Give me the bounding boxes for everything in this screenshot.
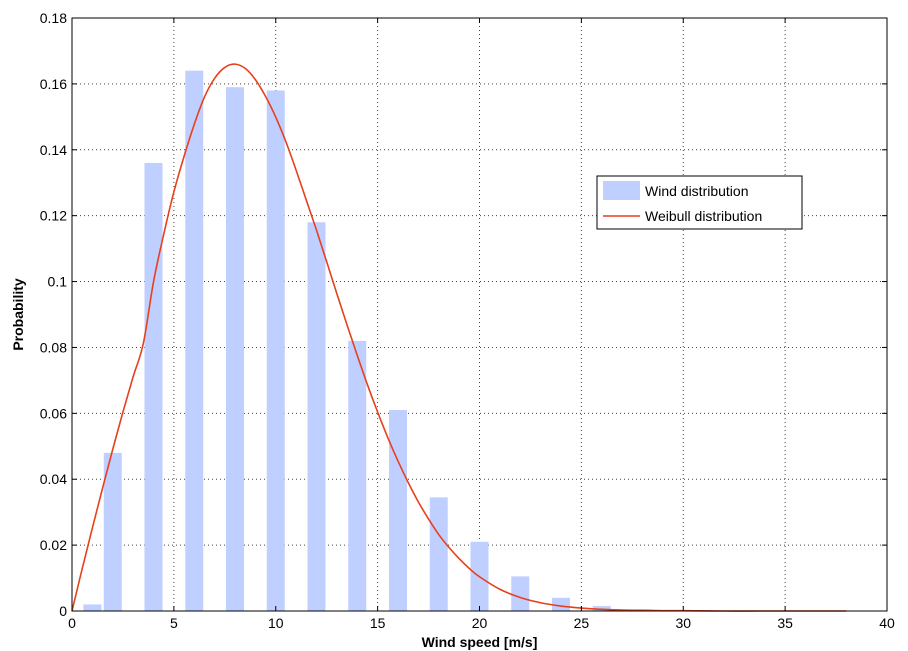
x-tick-label: 30: [675, 615, 691, 631]
bar: [592, 606, 611, 611]
bar: [552, 597, 570, 611]
bar: [307, 222, 326, 611]
x-tick-label: 0: [68, 615, 76, 631]
bar: [226, 87, 244, 611]
legend: Wind distribution Weibull distribution: [596, 175, 803, 230]
legend-label-weibull-distribution: Weibull distribution: [645, 208, 762, 224]
x-tick-label: 40: [879, 615, 895, 631]
y-tick-label: 0.06: [40, 405, 67, 421]
y-tick-label: 0.04: [40, 471, 67, 487]
bar: [266, 90, 285, 611]
bar: [389, 410, 407, 611]
y-tick-label: 0.02: [40, 537, 67, 553]
x-axis-label: Wind speed [m/s]: [422, 634, 538, 650]
y-tick-label: 0: [59, 603, 67, 619]
bar-series: [83, 70, 815, 611]
bar: [103, 452, 122, 611]
x-tick-label: 35: [777, 615, 793, 631]
bar: [83, 604, 102, 611]
bar: [348, 340, 367, 611]
bar: [185, 70, 204, 611]
y-tick-label: 0.1: [48, 274, 68, 290]
x-tick-label: 10: [268, 615, 284, 631]
bar: [429, 497, 448, 611]
y-tick-label: 0.18: [40, 10, 67, 26]
legend-label-wind-distribution: Wind distribution: [645, 183, 749, 199]
y-tick-label: 0.16: [40, 76, 67, 92]
y-tick-label: 0.12: [40, 208, 67, 224]
x-tick-label: 15: [370, 615, 386, 631]
bar: [144, 162, 163, 611]
x-tick-label: 25: [574, 615, 590, 631]
y-tick-label: 0.08: [40, 339, 67, 355]
y-tick-label: 0.14: [40, 142, 67, 158]
legend-swatch-wind-distribution: [603, 181, 640, 200]
y-axis-label: Probability: [10, 278, 26, 351]
axis-ticks: 0 5 10 15 20 25 30 35 40 0 0.02 0.04 0.06 0.08 0.1 0.12…: [40, 10, 895, 631]
bar: [511, 576, 530, 611]
x-tick-label: 5: [170, 615, 178, 631]
x-tick-label: 20: [472, 615, 488, 631]
